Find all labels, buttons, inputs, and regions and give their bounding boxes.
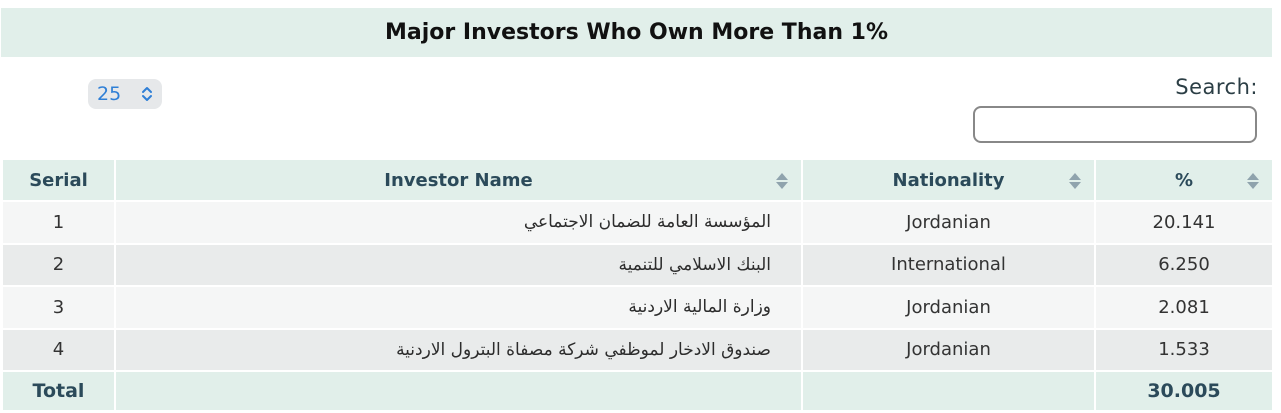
cell-serial: 2: [1, 242, 116, 287]
sort-arrows-icon: [1247, 173, 1259, 189]
table-footer-row: Total 30.005: [1, 370, 1274, 412]
table-row: 4 صندوق الادخار لموظفي شركة مصفاة البترو…: [1, 327, 1274, 372]
sort-arrows-icon: [776, 173, 788, 189]
header-nationality-label: Nationality: [892, 169, 1005, 191]
cell-nationality: Jordanian: [801, 327, 1096, 372]
cell-investor-name: وزارة المالية الاردنية: [114, 285, 803, 330]
footer-empty-cell: [801, 370, 1096, 412]
cell-serial: 4: [1, 327, 116, 372]
page-length-value: 25: [97, 83, 122, 105]
cell-percent: 1.533: [1094, 327, 1274, 372]
sort-arrows-icon: [1069, 173, 1081, 189]
search-label: Search:: [1175, 75, 1258, 99]
cell-investor-name: صندوق الادخار لموظفي شركة مصفاة البترول …: [114, 327, 803, 372]
chevron-updown-icon: [142, 87, 152, 101]
table-row: 1 المؤسسة العامة للضمان الاجتماعي Jordan…: [1, 200, 1274, 245]
header-nationality[interactable]: Nationality: [801, 158, 1096, 202]
panel-title: Major Investors Who Own More Than 1%: [1, 8, 1272, 57]
investor-name-text: وزارة المالية الاردنية: [628, 297, 771, 318]
footer-total-label: Total: [1, 370, 116, 412]
cell-nationality: Jordanian: [801, 200, 1096, 245]
cell-investor-name: البنك الاسلامي للتنمية: [114, 242, 803, 287]
header-serial-label: Serial: [29, 169, 88, 191]
header-percent-label: %: [1174, 169, 1194, 191]
cell-percent: 20.141: [1094, 200, 1274, 245]
search-input[interactable]: [973, 106, 1257, 143]
investor-name-text: البنك الاسلامي للتنمية: [618, 254, 771, 275]
cell-serial: 1: [1, 200, 116, 245]
cell-percent: 6.250: [1094, 242, 1274, 287]
investors-table: Serial Investor Name Nationality % 1 الم…: [1, 158, 1274, 412]
page-length-select[interactable]: 25: [88, 79, 162, 109]
cell-investor-name: المؤسسة العامة للضمان الاجتماعي: [114, 200, 803, 245]
header-investor-name[interactable]: Investor Name: [114, 158, 803, 202]
cell-nationality: Jordanian: [801, 285, 1096, 330]
investor-name-text: المؤسسة العامة للضمان الاجتماعي: [523, 212, 771, 233]
cell-percent: 2.081: [1094, 285, 1274, 330]
table-header-row: Serial Investor Name Nationality %: [1, 158, 1274, 202]
footer-empty-cell: [114, 370, 803, 412]
header-serial[interactable]: Serial: [1, 158, 116, 202]
footer-total-value: 30.005: [1094, 370, 1274, 412]
investor-name-text: صندوق الادخار لموظفي شركة مصفاة البترول …: [396, 339, 771, 360]
table-row: 3 وزارة المالية الاردنية Jordanian 2.081: [1, 285, 1274, 330]
header-investor-name-label: Investor Name: [384, 169, 533, 191]
cell-nationality: International: [801, 242, 1096, 287]
header-percent[interactable]: %: [1094, 158, 1274, 202]
table-row: 2 البنك الاسلامي للتنمية International 6…: [1, 242, 1274, 287]
cell-serial: 3: [1, 285, 116, 330]
